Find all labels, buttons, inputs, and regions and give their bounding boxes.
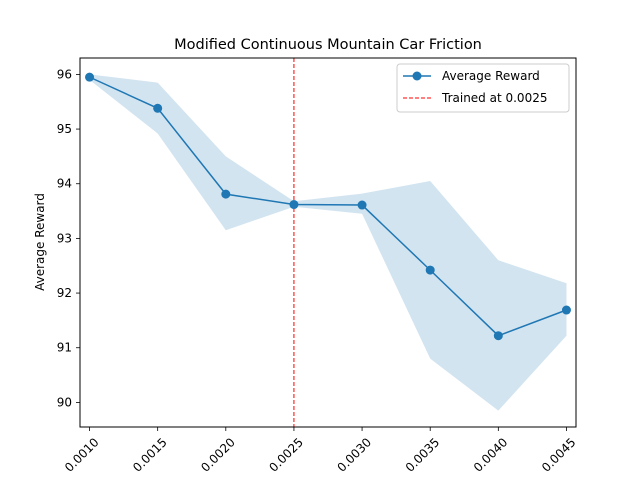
data-point [289,200,299,210]
data-point [357,200,367,210]
y-tick-label: 96 [57,67,72,81]
legend-label-average-reward: Average Reward [442,69,540,83]
chart-title: Modified Continuous Mountain Car Frictio… [174,37,482,53]
y-tick-label: 94 [57,177,72,191]
band-average-reward [89,74,567,411]
data-point [153,103,163,113]
legend: Average Reward Trained at 0.0025 [396,63,570,113]
y-axis-title: Average Reward [33,193,47,291]
y-tick-label: 91 [57,341,72,355]
legend-box [396,63,570,113]
y-tick-label: 93 [57,231,72,245]
y-tick-label: 90 [57,395,72,409]
x-tick-label: 0.0035 [403,435,443,475]
x-tick-label: 0.0010 [62,435,102,475]
legend-marker-average-reward [412,71,422,81]
x-axis: 0.0010 0.0015 0.0020 0.0025 0.0030 0.0035 0.00… [62,427,579,475]
x-tick-label: 0.0020 [198,435,238,475]
x-tick-label: 0.0030 [335,435,375,475]
data-point [85,72,95,82]
x-tick-label: 0.0025 [266,435,306,475]
data-point [561,305,571,315]
y-tick-label: 95 [57,122,72,136]
axes-frame [79,57,577,428]
plot-area [85,58,571,427]
y-tick-label: 92 [57,286,72,300]
x-tick-label: 0.0040 [471,435,511,475]
data-point [221,189,231,199]
data-point [493,331,503,341]
x-tick-label: 0.0015 [130,435,170,475]
x-tick-label: 0.0045 [539,435,579,475]
y-axis: 90 91 92 93 94 95 96 [57,67,80,409]
series-line-average-reward [89,76,567,337]
legend-label-trained: Trained at 0.0025 [441,91,547,105]
data-point [425,265,435,275]
